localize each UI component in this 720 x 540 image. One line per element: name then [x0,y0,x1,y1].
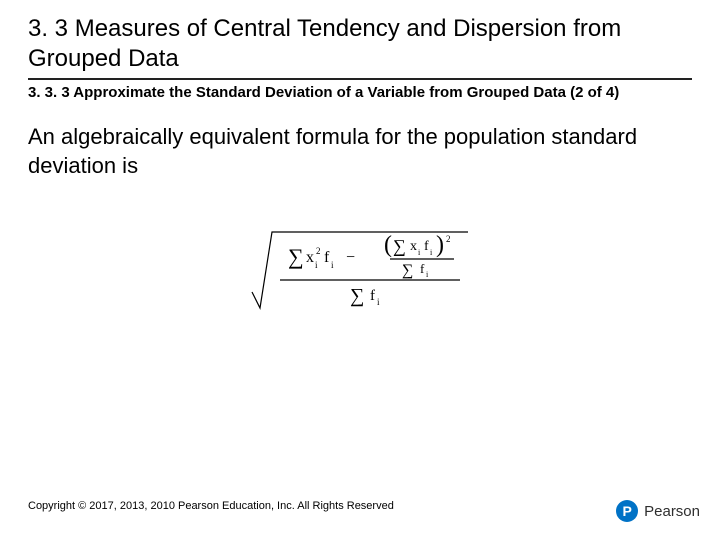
pearson-logo-icon: P [616,500,638,522]
svg-text:i: i [331,260,334,270]
formula-image: ∑ x i 2 f i − ( ∑ x i f i ) [250,206,470,314]
svg-text:f: f [370,288,375,304]
svg-text:∑: ∑ [393,236,406,256]
svg-text:f: f [420,261,425,276]
svg-text:i: i [315,260,318,270]
svg-text:(: ( [384,232,392,258]
svg-text:2: 2 [316,246,321,256]
svg-text:f: f [324,249,330,266]
svg-text:x: x [410,239,417,254]
svg-text:i: i [418,248,421,257]
slide-subtitle: 3. 3. 3 Approximate the Standard Deviati… [28,84,692,101]
slide: 3. 3 Measures of Central Tendency and Di… [0,0,720,540]
svg-text:f: f [424,239,429,254]
formula-container: ∑ x i 2 f i − ( ∑ x i f i ) [28,206,692,314]
svg-text:−: − [346,249,355,266]
svg-text:i: i [377,297,380,307]
copyright-text: Copyright © 2017, 2013, 2010 Pearson Edu… [28,500,394,512]
brand-block: P Pearson [616,500,700,522]
title-block: 3. 3 Measures of Central Tendency and Di… [28,14,692,80]
svg-text:i: i [426,270,429,279]
svg-text:∑: ∑ [402,262,413,279]
svg-text:): ) [436,232,444,258]
body-paragraph: An algebraically equivalent formula for … [28,123,692,180]
slide-title: 3. 3 Measures of Central Tendency and Di… [28,14,692,74]
svg-text:i: i [430,248,433,257]
brand-name: Pearson [644,503,700,520]
svg-text:2: 2 [446,234,451,244]
svg-text:x: x [306,249,314,266]
svg-text:∑: ∑ [288,244,304,269]
svg-text:∑: ∑ [350,285,364,307]
